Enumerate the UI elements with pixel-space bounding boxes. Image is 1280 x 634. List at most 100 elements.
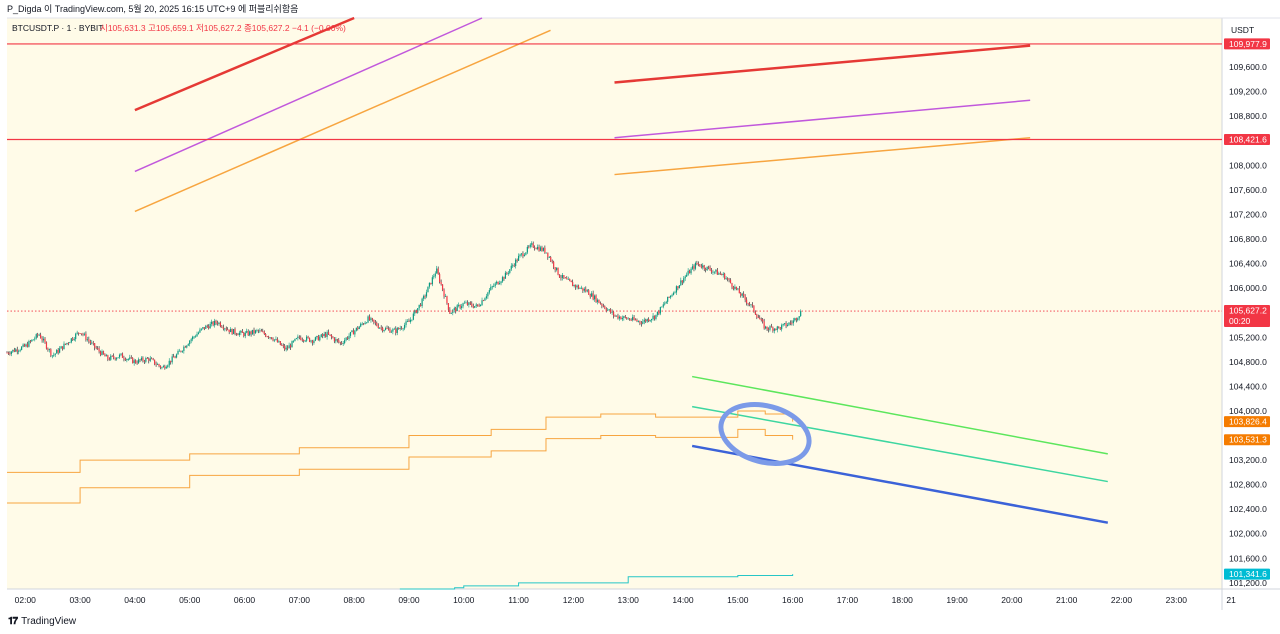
time-tick-label: 21:00	[1056, 595, 1078, 605]
candle-body	[330, 335, 333, 337]
price-label-text: 109,977.9	[1229, 39, 1267, 49]
candle-body	[751, 304, 754, 306]
candle-body	[332, 336, 334, 338]
trend-line-6[interactable]	[614, 136, 1031, 176]
candle-body	[566, 277, 568, 280]
candle-body	[668, 296, 670, 298]
trend-line-8[interactable]	[692, 405, 1108, 483]
candle-body	[251, 329, 254, 335]
candle-body	[393, 328, 395, 330]
time-tick-label: 21	[1226, 595, 1236, 605]
trend-line-4[interactable]	[614, 44, 1031, 84]
candle-body	[177, 350, 179, 355]
step-line-lower[interactable]	[7, 428, 794, 504]
candle-body	[180, 350, 182, 352]
candle-body	[555, 267, 558, 270]
candle-body	[745, 299, 748, 304]
candle-body	[592, 293, 594, 300]
candle-body	[241, 330, 243, 333]
candle-body	[519, 254, 521, 256]
candle-body	[686, 274, 688, 277]
candle-body	[621, 317, 623, 320]
candle-body	[501, 277, 504, 282]
candle-body	[186, 345, 188, 348]
time-tick-label: 03:00	[69, 595, 91, 605]
time-tick-label: 10:00	[453, 595, 475, 605]
trend-line-1[interactable]	[134, 16, 355, 112]
candle-body	[431, 277, 433, 285]
time-tick-label: 22:00	[1111, 595, 1133, 605]
candle-body	[392, 329, 394, 332]
candle-body	[573, 284, 575, 287]
candle-body	[230, 328, 232, 333]
price-label-box	[1224, 434, 1270, 446]
trend-line-5[interactable]	[614, 99, 1031, 139]
candle-body	[589, 294, 591, 297]
candle-body	[604, 306, 606, 309]
candle-body	[447, 303, 450, 310]
candle-body	[351, 330, 353, 333]
candle-body	[231, 328, 233, 335]
candle-body	[724, 273, 726, 280]
candle-body	[424, 296, 426, 297]
candle-body	[108, 359, 110, 361]
candle-body	[114, 357, 116, 360]
candle-body	[120, 353, 122, 355]
price-axis[interactable]: 109,600.0 109,200.0 108,800.0 108,000.0 107,…	[1229, 62, 1267, 588]
candle-body	[367, 316, 369, 323]
time-tick-label: 13:00	[618, 595, 640, 605]
currency-label[interactable]: USDT	[1231, 25, 1254, 35]
candle-body	[579, 288, 581, 289]
candle-body	[279, 341, 281, 345]
candle-body	[237, 334, 239, 336]
candle-body	[794, 318, 796, 321]
trend-line-3[interactable]	[134, 29, 551, 213]
candle-body	[615, 315, 618, 317]
trend-line-7[interactable]	[692, 375, 1108, 455]
candle-body	[12, 349, 14, 352]
candle-body	[155, 364, 157, 366]
plot-area[interactable]	[7, 18, 1222, 589]
price-tick-label: 101,200.0	[1229, 578, 1267, 588]
candle-body	[433, 276, 435, 278]
candle-body	[465, 302, 467, 304]
candle-body	[545, 252, 547, 254]
candle-body	[775, 328, 777, 330]
candle-body	[259, 330, 261, 332]
candle-body	[677, 286, 679, 289]
step-line-base[interactable]	[399, 574, 794, 590]
candle-body	[712, 271, 714, 273]
candle-body	[257, 330, 260, 332]
time-tick-label: 02:00	[15, 595, 37, 605]
time-axis[interactable]: 02:00 03:00 04:00 05:00 06:00 07:00 08:00 09:00…	[15, 595, 1236, 605]
price-tick-label: 106,800.0	[1229, 234, 1267, 244]
candle-body	[206, 325, 208, 327]
candle-body	[769, 326, 771, 330]
candle-body	[655, 314, 657, 319]
candle-body	[215, 320, 217, 323]
candle-body	[764, 326, 767, 329]
time-tick-label: 20:00	[1001, 595, 1023, 605]
candle-body	[346, 337, 349, 339]
step-line-upper[interactable]	[7, 410, 794, 473]
candle-body	[142, 357, 144, 361]
candle-body	[59, 348, 61, 353]
candle-body	[490, 286, 492, 291]
price-tick-label: 102,000.0	[1229, 529, 1267, 539]
candle-body	[307, 336, 309, 338]
price-label-text: 105,627.2	[1229, 306, 1267, 316]
candle-body	[633, 317, 635, 320]
candle-body	[741, 293, 743, 296]
candle-body	[612, 311, 615, 316]
candle-body	[767, 329, 770, 330]
candle-body	[690, 268, 692, 274]
candle-body	[468, 302, 470, 305]
price-label-box	[1224, 38, 1270, 50]
trend-line-9[interactable]	[691, 444, 1109, 524]
candle-body	[721, 274, 723, 276]
candle-body	[449, 309, 451, 314]
candle-body	[336, 339, 338, 341]
candle-body	[15, 349, 17, 352]
candle-body	[485, 296, 488, 299]
